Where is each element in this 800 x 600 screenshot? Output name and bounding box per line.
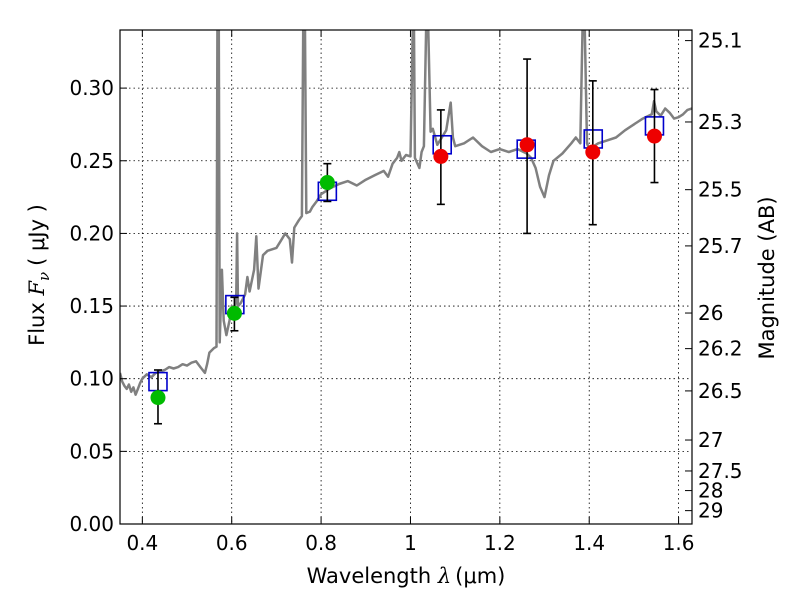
x-tick-label: 0.8	[305, 531, 337, 555]
x-tick-label: 1.4	[573, 531, 605, 555]
x-axis-label: Wavelength λ (μm)	[307, 564, 506, 588]
data-point	[519, 137, 535, 153]
y2-tick-label: 25.7	[698, 234, 743, 258]
y2-tick-label: 25.1	[698, 29, 743, 53]
plot-frame	[119, 29, 693, 525]
y2-tick-label: 26	[698, 301, 723, 325]
y2-tick-label: 26.5	[698, 379, 743, 403]
data-point	[585, 144, 601, 160]
y2-tick-label: 28	[698, 479, 723, 503]
x-tick-label: 0.6	[216, 531, 248, 555]
y-tick-label: 0.20	[69, 221, 114, 245]
y-tick-label: 0.05	[69, 439, 114, 463]
data-point	[433, 148, 449, 164]
grid	[120, 30, 692, 525]
y-tick-label: 0.25	[69, 149, 114, 173]
y-tick-label: 0.30	[69, 76, 114, 100]
y-tick-labels: 0.00 0.05 0.10 0.15 0.20 0.25 0.30	[69, 76, 114, 536]
x-tick-labels: 0.4 0.6 0.8 1 1.2 1.4 1.6	[126, 531, 694, 555]
y2-tick-label: 29	[698, 499, 723, 523]
spectrum-line	[120, 30, 692, 396]
x-tick-label: 1.2	[484, 531, 516, 555]
x-tick-label: 1	[404, 531, 417, 555]
y2-tick-label: 25.5	[698, 178, 743, 202]
data-point	[319, 175, 335, 191]
data-point	[150, 390, 166, 406]
y2-tick-label: 27.5	[698, 459, 743, 483]
y2-tick-label: 26.2	[698, 337, 743, 361]
tick-marks	[120, 30, 692, 525]
y-tick-label: 0.15	[69, 294, 114, 318]
y-tick-label: 0.00	[69, 512, 114, 536]
data-point	[646, 128, 662, 144]
marker-layer	[148, 58, 665, 425]
y-tick-label: 0.10	[69, 367, 114, 391]
y2-axis-label: Magnitude (AB)	[755, 196, 779, 359]
data-point	[226, 305, 242, 321]
spectrum-layer	[120, 30, 692, 396]
y-axis-label: Flux Fν( μJy )	[25, 204, 53, 346]
y2-tick-label: 25.3	[698, 110, 743, 134]
x-tick-label: 1.6	[663, 531, 695, 555]
y2-tick-label: 27	[698, 428, 723, 452]
x-tick-label: 0.4	[126, 531, 158, 555]
